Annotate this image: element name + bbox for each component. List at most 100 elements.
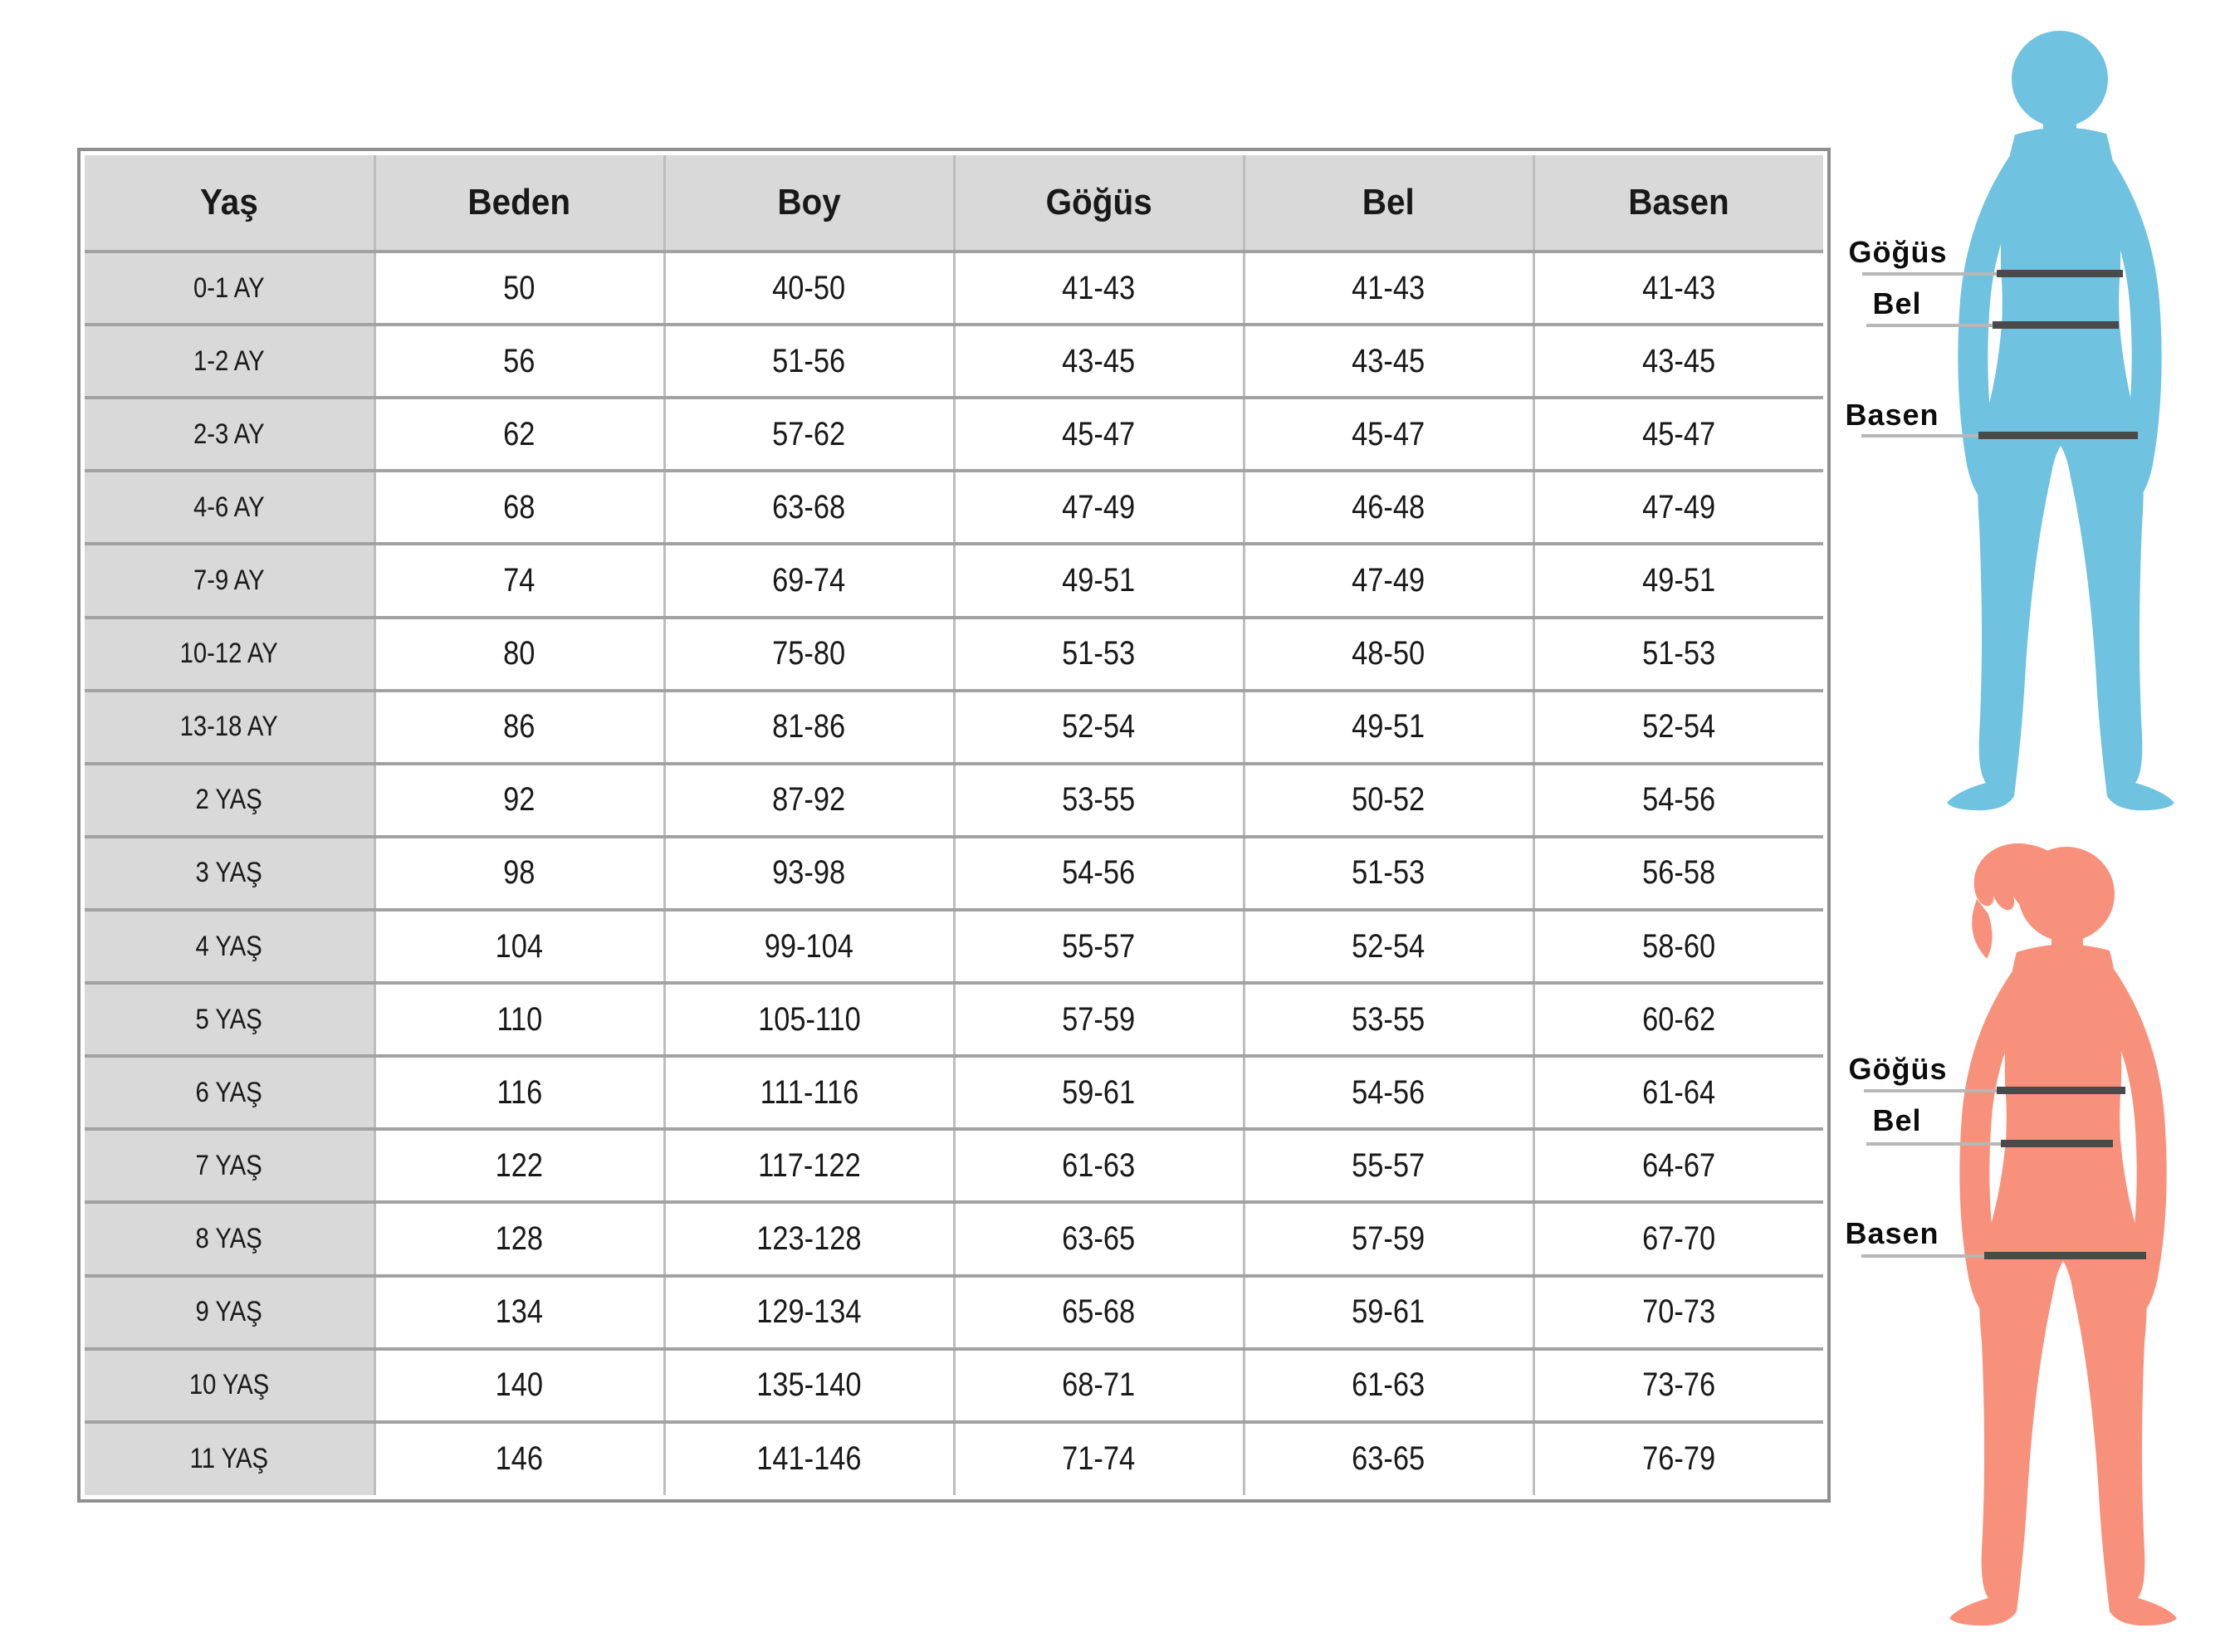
boy-chest-label: Göğüs	[1848, 235, 1948, 269]
table-cell: 55-57	[952, 907, 1244, 984]
table-cell: 49-51	[1532, 542, 1823, 618]
row-age-cell: 13-18 AY	[85, 688, 374, 764]
table-cell: 75-80	[663, 615, 954, 691]
table-cell: 63-68	[663, 469, 954, 545]
column-header: Yaş	[85, 155, 374, 252]
size-table: Yaş Beden Boy Göğüs Bel Basen 0-1 AY 50 40-50 41…	[85, 155, 1823, 1495]
table-cell: 45-47	[1532, 396, 1823, 472]
table-cell: 52-54	[1532, 688, 1823, 764]
table-cell: 117-122	[663, 1127, 954, 1203]
row-age-cell: 8 YAŞ	[85, 1200, 374, 1276]
table-cell: 51-53	[1532, 615, 1823, 691]
table-cell: 48-50	[1242, 615, 1533, 691]
table-cell: 40-50	[663, 249, 954, 325]
table-row: 4 YAŞ 104 99-104 55-57 52-54 58-60	[85, 907, 1823, 984]
size-table-container: Yaş Beden Boy Göğüs Bel Basen 0-1 AY 50 40-50 41…	[77, 148, 1831, 1503]
row-age-cell: 3 YAŞ	[85, 834, 374, 910]
table-cell: 98	[373, 834, 664, 910]
table-cell: 128	[373, 1200, 664, 1276]
table-cell: 41-43	[1532, 249, 1823, 325]
table-cell: 67-70	[1532, 1200, 1823, 1276]
table-cell: 65-68	[952, 1273, 1244, 1349]
table-cell: 45-47	[952, 396, 1244, 472]
table-cell: 43-45	[952, 323, 1244, 398]
table-cell: 63-65	[1242, 1420, 1533, 1495]
table-cell: 53-55	[1242, 981, 1533, 1057]
table-cell: 80	[373, 615, 664, 691]
table-cell: 69-74	[663, 542, 954, 618]
column-header: Beden	[373, 155, 664, 252]
table-cell: 61-63	[1242, 1347, 1533, 1422]
table-cell: 135-140	[663, 1347, 954, 1422]
table-row: 1-2 AY 56 51-56 43-45 43-45 43-45	[85, 323, 1823, 398]
girl-ponytail-tail	[1972, 899, 1993, 959]
table-cell: 59-61	[952, 1054, 1244, 1130]
boy-right-arm	[2080, 145, 2162, 507]
column-header: Göğüs	[952, 155, 1244, 252]
table-cell: 54-56	[1242, 1054, 1533, 1130]
table-cell: 93-98	[663, 834, 954, 910]
girl-waist-leader-line	[1866, 1142, 2001, 1146]
boy-hips-leader-line	[1861, 434, 1978, 437]
column-header: Bel	[1242, 155, 1533, 252]
row-age-cell: 2-3 AY	[85, 396, 374, 472]
table-cell: 47-49	[952, 469, 1244, 545]
girl-left-arm	[1959, 962, 2042, 1321]
table-row: 7-9 AY 74 69-74 49-51 47-49 49-51	[85, 542, 1823, 618]
table-cell: 105-110	[663, 981, 954, 1057]
boy-left-arm	[1958, 145, 2040, 507]
row-age-cell: 4 YAŞ	[85, 907, 374, 984]
table-cell: 61-63	[952, 1127, 1244, 1203]
boy-chest-measure-line	[1997, 270, 2123, 277]
table-row: 0-1 AY 50 40-50 41-43 41-43 41-43	[85, 249, 1823, 325]
row-age-cell: 2 YAŞ	[85, 761, 374, 837]
girl-chest-leader-line	[1864, 1089, 1997, 1092]
boy-figure-silhouette	[1947, 31, 2174, 811]
girl-hips-measure-line	[1984, 1252, 2146, 1259]
table-cell: 45-47	[1242, 396, 1533, 472]
table-cell: 86	[373, 688, 664, 764]
table-cell: 50-52	[1242, 761, 1533, 837]
row-age-cell: 4-6 AY	[85, 469, 374, 545]
table-cell: 51-56	[663, 323, 954, 398]
girl-chest-measure-line	[1997, 1087, 2125, 1094]
table-cell: 74	[373, 542, 664, 618]
row-age-cell: 11 YAŞ	[85, 1420, 374, 1495]
table-cell: 99-104	[663, 907, 954, 984]
table-cell: 54-56	[952, 834, 1244, 910]
girl-figure-silhouette	[1949, 843, 2177, 1626]
table-cell: 73-76	[1532, 1347, 1823, 1422]
table-cell: 47-49	[1532, 469, 1823, 545]
table-cell: 41-43	[1242, 249, 1533, 325]
row-age-cell: 5 YAŞ	[85, 981, 374, 1057]
table-row: 8 YAŞ 128 123-128 63-65 57-59 67-70	[85, 1200, 1823, 1276]
table-cell: 57-59	[952, 981, 1244, 1057]
table-cell: 116	[373, 1054, 664, 1130]
table-cell: 140	[373, 1347, 664, 1422]
table-cell: 51-53	[1242, 834, 1533, 910]
boy-chest-leader-line	[1862, 272, 1997, 276]
table-cell: 146	[373, 1420, 664, 1495]
row-age-cell: 7 YAŞ	[85, 1127, 374, 1203]
girl-chest-label: Göğüs	[1848, 1052, 1948, 1086]
table-cell: 56	[373, 323, 664, 398]
row-age-cell: 6 YAŞ	[85, 1054, 374, 1130]
row-age-cell: 7-9 AY	[85, 542, 374, 618]
table-cell: 43-45	[1242, 323, 1533, 398]
table-cell: 58-60	[1532, 907, 1823, 984]
column-header: Basen	[1532, 155, 1823, 252]
table-row: 10 YAŞ 140 135-140 68-71 61-63 73-76	[85, 1347, 1823, 1422]
table-cell: 92	[373, 761, 664, 837]
table-cell: 111-116	[663, 1054, 954, 1130]
column-header: Boy	[663, 155, 954, 252]
table-cell: 62	[373, 396, 664, 472]
size-table-body: 0-1 AY 50 40-50 41-43 41-43 41-43 1-2 AY 56 51-5…	[85, 249, 1823, 1495]
table-cell: 53-55	[952, 761, 1244, 837]
table-row: 3 YAŞ 98 93-98 54-56 51-53 56-58	[85, 834, 1823, 910]
table-cell: 41-43	[952, 249, 1244, 325]
boy-waist-label: Bel	[1872, 286, 1922, 320]
row-age-cell: 10-12 AY	[85, 615, 374, 691]
table-cell: 54-56	[1532, 761, 1823, 837]
table-cell: 50	[373, 249, 664, 325]
table-cell: 60-62	[1532, 981, 1823, 1057]
